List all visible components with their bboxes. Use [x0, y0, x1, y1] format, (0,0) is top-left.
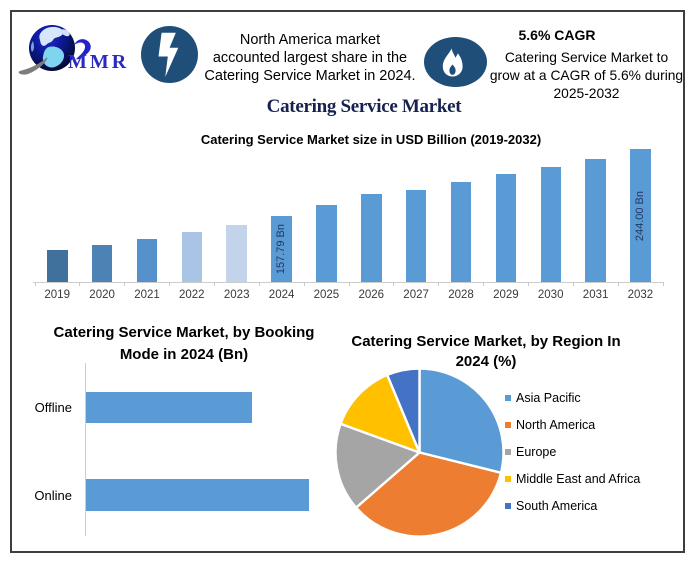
svg-text:MMR: MMR — [68, 51, 129, 73]
